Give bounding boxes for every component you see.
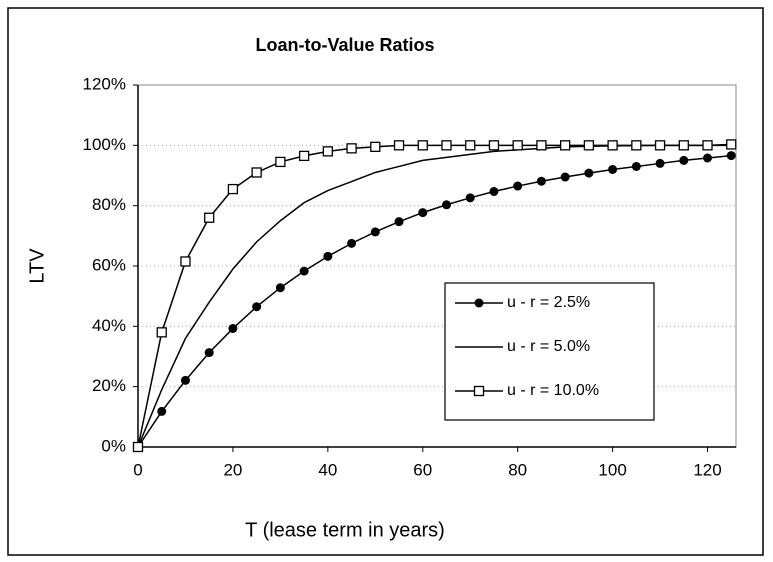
marker [512, 140, 523, 151]
y-tick-label: 80% [92, 195, 126, 214]
legend-label: u - r = 2.5% [507, 294, 590, 311]
x-tick-label: 60 [413, 460, 432, 479]
x-tick-label: 20 [223, 460, 242, 479]
marker [393, 140, 405, 151]
marker [465, 140, 476, 151]
marker [394, 217, 404, 227]
chart-title: Loan-to-Value Ratios [255, 35, 434, 55]
marker [180, 375, 190, 385]
legend-label: u - r = 5.0% [507, 338, 590, 355]
y-axis-label: LTV [26, 248, 48, 284]
marker [132, 441, 144, 453]
y-tick-label: 120% [83, 74, 126, 93]
marker [560, 172, 570, 182]
marker [473, 385, 485, 397]
marker [275, 156, 286, 168]
marker [474, 298, 484, 308]
marker [157, 406, 167, 416]
marker [370, 227, 380, 237]
y-tick-label: 100% [83, 135, 126, 154]
marker [703, 153, 713, 163]
marker [513, 181, 523, 191]
marker [726, 151, 736, 161]
marker [584, 168, 594, 178]
marker [204, 348, 214, 358]
marker [156, 327, 167, 338]
marker [679, 155, 689, 165]
marker [370, 141, 381, 152]
marker [441, 140, 452, 151]
marker [441, 200, 451, 210]
marker [654, 140, 666, 151]
marker [465, 193, 475, 203]
marker [489, 186, 499, 196]
marker [655, 158, 665, 168]
marker [678, 140, 689, 151]
marker [726, 139, 737, 150]
marker [631, 140, 642, 151]
x-tick-label: 40 [318, 460, 337, 479]
x-tick-label: 120 [693, 460, 721, 479]
marker [417, 140, 428, 151]
x-axis-label: T (lease term in years) [245, 519, 445, 541]
marker [227, 183, 239, 195]
marker [346, 143, 357, 154]
marker [536, 140, 547, 151]
marker [275, 283, 285, 293]
marker [298, 150, 310, 162]
legend-label: u - r = 10.0% [507, 382, 599, 399]
marker [204, 212, 215, 223]
marker [631, 161, 641, 171]
y-tick-label: 0% [101, 436, 126, 455]
marker [702, 140, 713, 151]
y-tick-label: 60% [92, 255, 126, 274]
marker [583, 140, 595, 151]
marker [607, 140, 618, 151]
marker [299, 266, 309, 276]
x-tick-label: 100 [598, 460, 626, 479]
marker [323, 251, 333, 261]
marker [180, 256, 191, 267]
y-tick-label: 40% [92, 316, 126, 335]
marker [536, 176, 546, 186]
x-tick-label: 80 [508, 460, 527, 479]
marker [251, 167, 262, 178]
marker [228, 323, 238, 333]
marker [488, 140, 500, 151]
marker [608, 164, 618, 174]
marker [559, 140, 571, 151]
chart-frame [7, 7, 764, 556]
y-tick-label: 20% [92, 376, 126, 395]
marker [322, 146, 333, 157]
x-tick-label: 0 [133, 460, 142, 479]
marker [418, 208, 428, 218]
marker [347, 238, 357, 248]
marker [252, 302, 262, 312]
